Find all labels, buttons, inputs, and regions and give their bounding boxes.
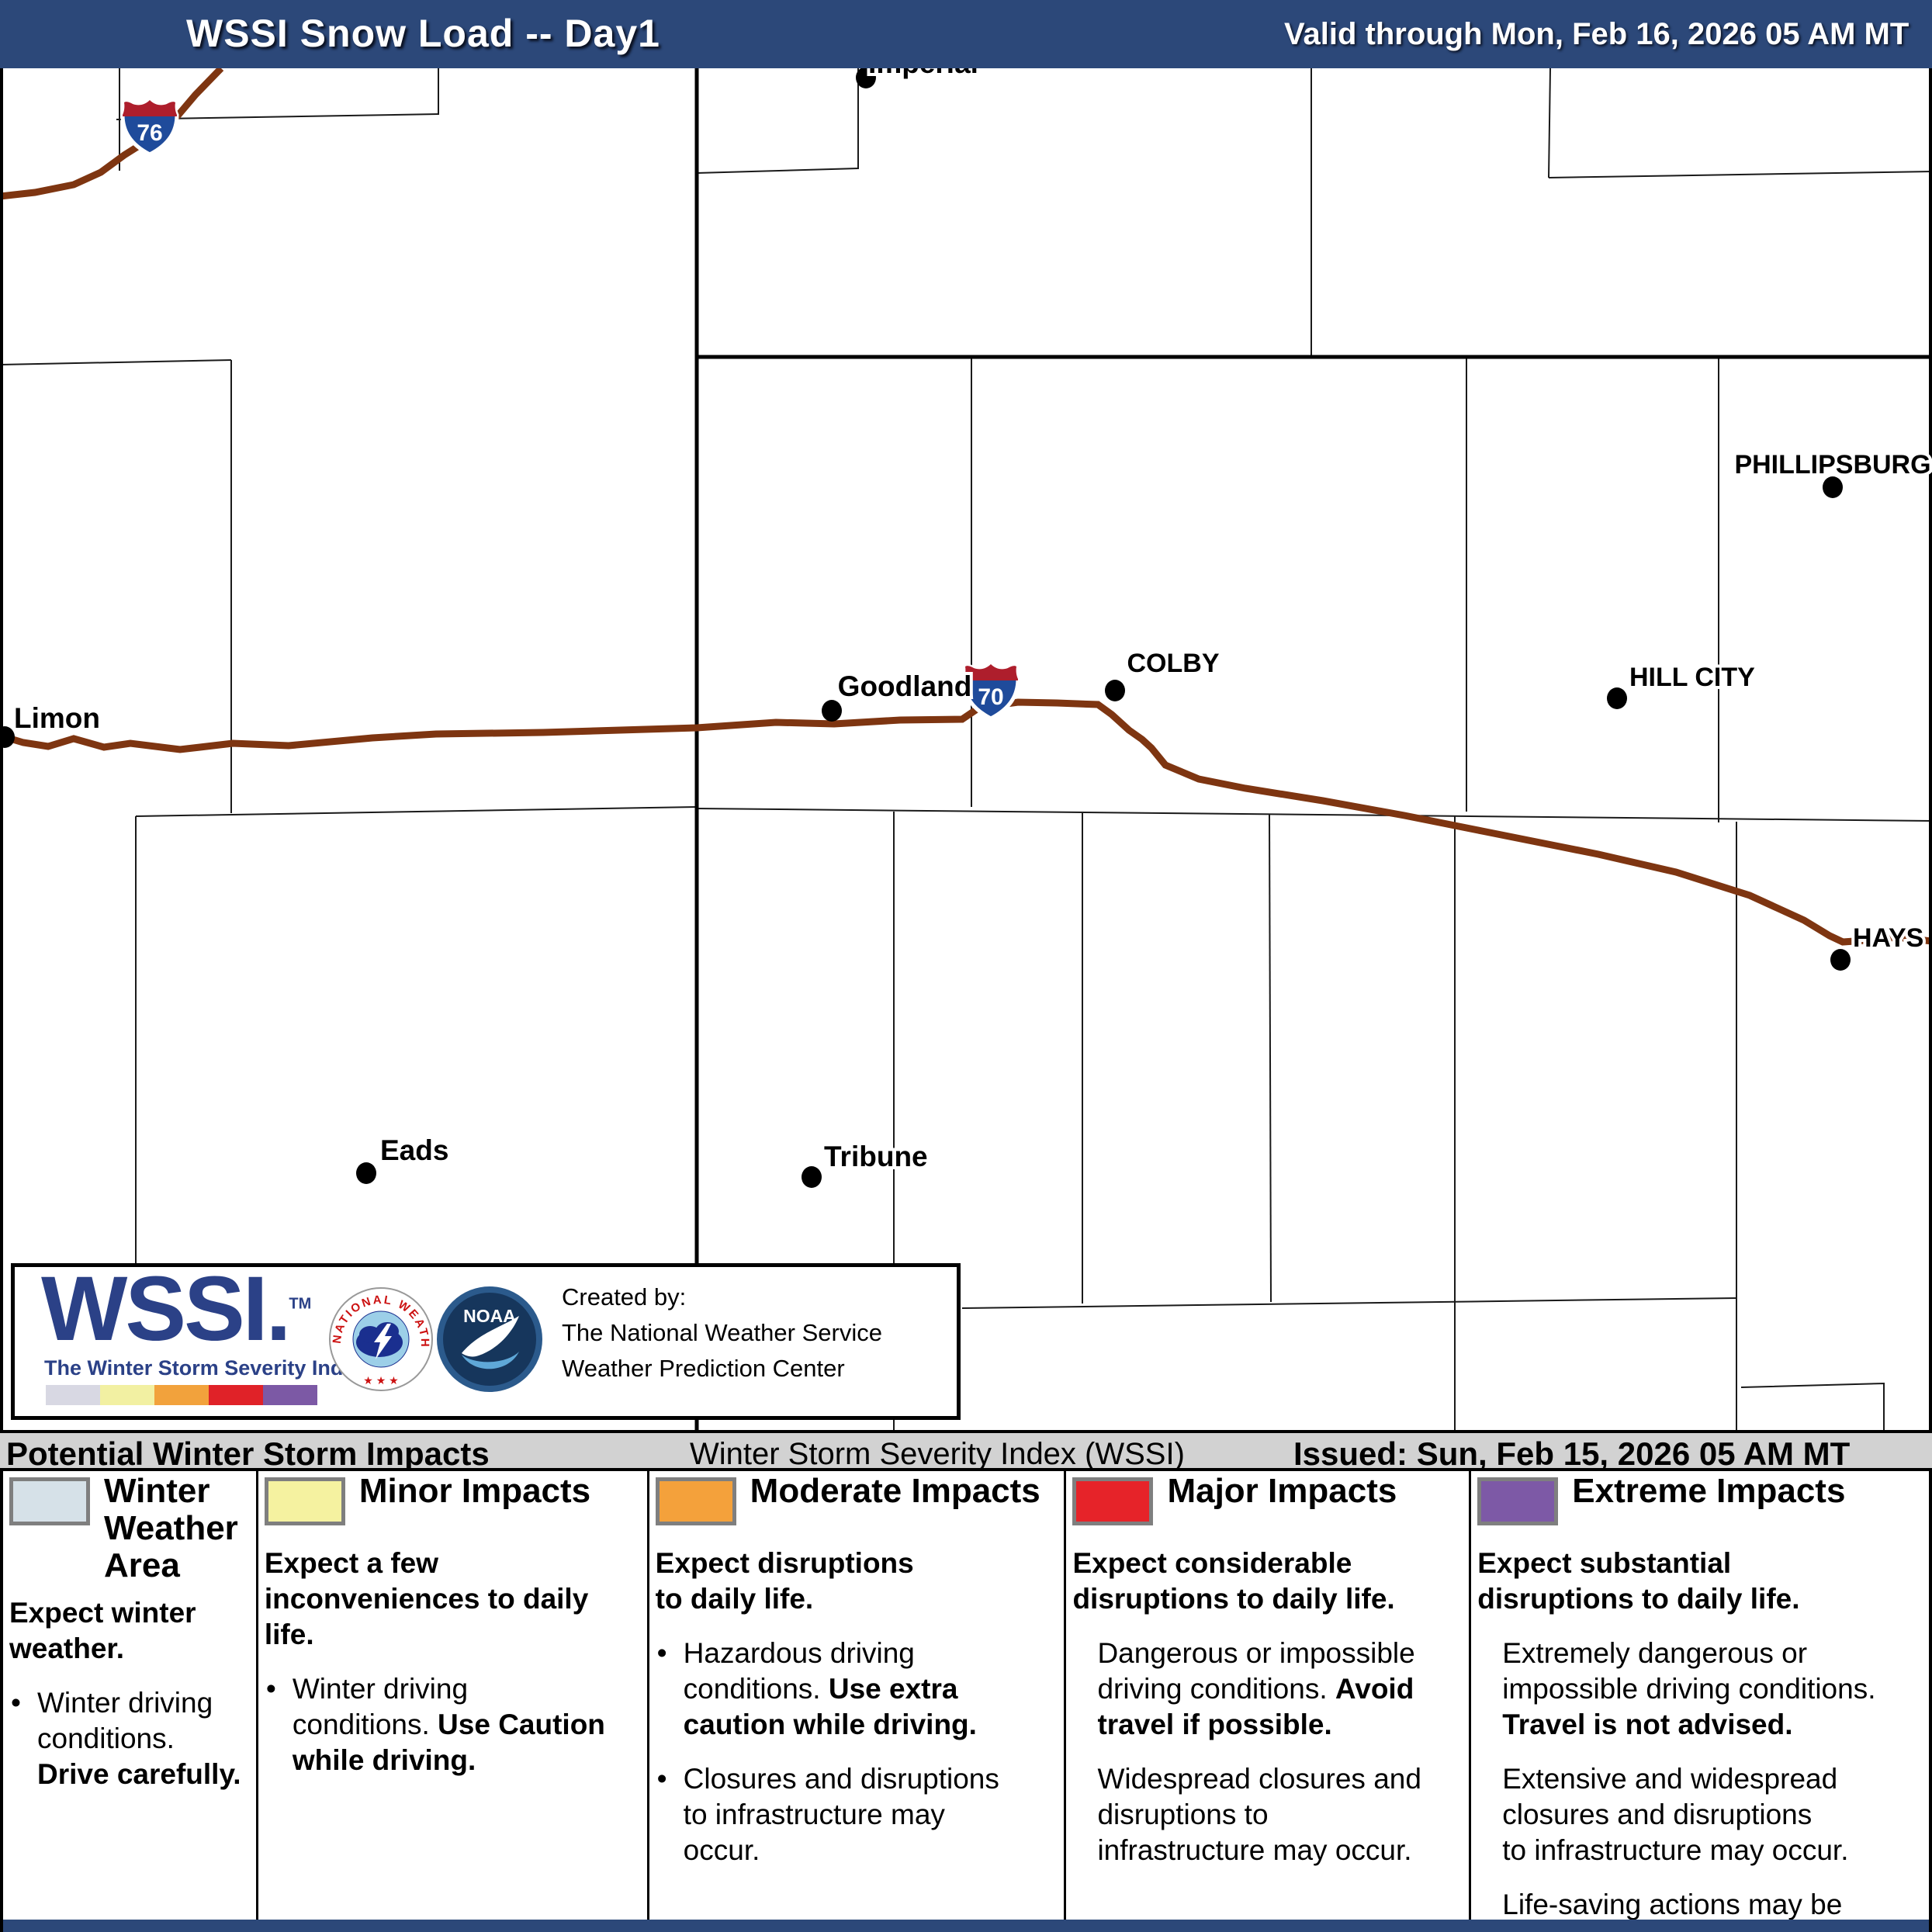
city-label: COLBY [1127, 649, 1220, 678]
city-dot [1823, 476, 1843, 498]
legend-text-group: Extremely dangerous or impossible driving… [1502, 1637, 1876, 1740]
issued-timestamp: Issued: Sun, Feb 15, 2026 05 AM MT [1293, 1435, 1851, 1472]
legend-swatch [9, 1477, 90, 1525]
interstate-76-road-line [0, 65, 224, 200]
legend-text-group: • Winter driving conditions. Use Caution wh… [265, 1673, 605, 1776]
interstate-shield-icon: 70 [961, 661, 1020, 721]
city-dot [802, 1166, 822, 1188]
legend-text-group: Expect disruptions to daily life. [655, 1547, 914, 1615]
city-label: HAYS [1853, 923, 1923, 953]
city-dot [1830, 949, 1851, 971]
legend-swatch [1477, 1477, 1559, 1525]
city-label: Limon [14, 702, 100, 734]
city-label: Eads [380, 1134, 448, 1166]
created-by-block: Created by: The National Weather Service… [562, 1279, 882, 1387]
legend-title: Winter Weather Area [104, 1472, 238, 1584]
shield-number: 70 [978, 684, 1003, 710]
county-boundary-line [1740, 1382, 1885, 1430]
wssi-logo-text: WSSI.TM [41, 1258, 312, 1360]
interstate-70-road-line [0, 698, 1932, 946]
map-background [0, 68, 1932, 1430]
county-boundary-line [961, 1297, 1737, 1309]
bullet-marker: • [11, 1687, 21, 1719]
bullet-marker: • [265, 1673, 276, 1705]
legend-title: Moderate Impacts [750, 1472, 1040, 1510]
wssi-tagline: The Winter Storm Severity Index [44, 1356, 367, 1380]
county-boundary-line [696, 808, 1932, 822]
svg-text:★ ★ ★: ★ ★ ★ [363, 1374, 398, 1387]
county-boundary-line [135, 806, 698, 817]
noaa-logo-icon: NOAA [437, 1286, 542, 1392]
shield-number: 76 [137, 120, 162, 146]
severity-strip-cell [154, 1385, 209, 1405]
page-title: WSSI Snow Load -- Day1 [186, 12, 660, 55]
county-boundary-line [1548, 171, 1932, 178]
legend-text-group: Widespread closures and disruptions to inf… [1097, 1763, 1421, 1866]
legend-text-group: Dangerous or impossible driving condition… [1097, 1637, 1415, 1740]
county-boundary-line [696, 168, 859, 174]
legend-text-group: Expect substantial disruptions to daily l… [1477, 1547, 1800, 1615]
legend-title: Major Impacts [1167, 1472, 1397, 1510]
city-label: HILL CITY [1629, 663, 1755, 692]
issued-bar: Potential Winter Storm Impacts Winter St… [0, 1430, 1932, 1472]
legend-col-minor-impacts: Minor Impacts Expect a few inconveniences … [258, 1471, 649, 1920]
valid-through-text: Valid through Mon, Feb 16, 2026 05 AM MT [1284, 17, 1909, 51]
agency-logos: NATIONAL WEATHER SERVICE ★ ★ ★ NOAA [329, 1286, 542, 1392]
legend-col-moderate-impacts: Moderate Impacts Expect disruptions to dai… [649, 1471, 1067, 1920]
created-by-line: Weather Prediction Center [562, 1355, 845, 1382]
legend-col-extreme-impacts: Extreme Impacts Expect substantial disrupt… [1471, 1471, 1929, 1920]
legend-text-group: Extensive and widespread closures and dis… [1502, 1763, 1849, 1866]
legend-col-winter-weather-area: Winter Weather Area Expect winter weather. • W… [3, 1471, 258, 1920]
city-dot [0, 726, 15, 748]
legend-swatch [655, 1477, 736, 1525]
legend-text-group: • Closures and disruptions to infrastructu… [656, 1763, 999, 1866]
trademark-label: TM [289, 1295, 312, 1313]
severity-strip-cell [100, 1385, 154, 1405]
legend-text-group: Expect considerable disruptions to daily … [1072, 1547, 1395, 1615]
legend-text-group: • Winter driving conditions. Drive carefull… [11, 1687, 241, 1790]
severity-strip-cell [209, 1385, 263, 1405]
legend-swatch [264, 1477, 345, 1525]
wssi-index-label: Winter Storm Severity Index (WSSI) [690, 1437, 1185, 1471]
city-dot [1607, 687, 1627, 709]
severity-strip-cell [263, 1385, 317, 1405]
legend-col-major-impacts: Major Impacts Expect considerable disrupti… [1066, 1471, 1472, 1920]
legend-text-group: Expect a few inconveniences to daily life. [264, 1547, 589, 1650]
legend-text-group: Expect winter weather. [9, 1597, 196, 1664]
potential-impacts-label: Potential Winter Storm Impacts [6, 1435, 490, 1472]
bullet-marker: • [656, 1763, 667, 1795]
city-label: Tribune [824, 1141, 928, 1172]
legend-text-group: Life-saving actions may beneeded. [1502, 1889, 1843, 1920]
legend-title: Extreme Impacts [1572, 1472, 1846, 1510]
impact-legend: Winter Weather Area Expect winter weather. • W… [0, 1471, 1932, 1932]
city-label: Goodland [838, 670, 972, 702]
county-boundary-line [1548, 68, 1551, 178]
city-dot [856, 67, 876, 88]
bullet-marker: • [656, 1637, 667, 1669]
footer-strip [3, 1920, 1929, 1932]
severity-strip-cell [46, 1385, 100, 1405]
interstate-shield-icon: 76 [120, 97, 179, 157]
wssi-attribution-box: WSSI.TM The Winter Storm Severity Index … [11, 1258, 961, 1420]
legend-title: Minor Impacts [358, 1472, 591, 1510]
city-label: PHILLIPSBURG [1734, 450, 1930, 480]
legend-swatch [1072, 1477, 1154, 1525]
created-by-line: The National Weather Service [562, 1319, 882, 1346]
wssi-severity-color-strip [46, 1385, 317, 1405]
city-dot [356, 1162, 376, 1184]
legend-text-group: • Hazardous driving conditions. Use extra c… [656, 1637, 977, 1740]
nws-logo-icon: NATIONAL WEATHER SERVICE ★ ★ ★ [329, 1287, 433, 1391]
county-boundary-line [1269, 814, 1272, 1303]
header-bar: WSSI Snow Load -- Day1 Valid through Mon… [0, 0, 1932, 68]
city-dot [1105, 680, 1125, 701]
county-boundary-line [0, 359, 232, 365]
city-dot [822, 700, 842, 722]
created-by-line: Created by: [562, 1283, 687, 1311]
